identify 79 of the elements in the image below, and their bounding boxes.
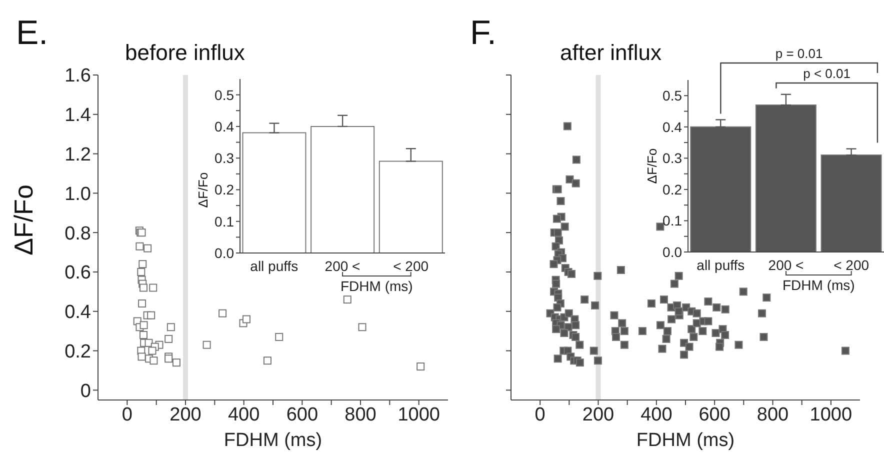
x-tick-label: all puffs <box>250 258 298 274</box>
y-tick-label: 0.3 <box>662 150 682 166</box>
x-tick-label: 200 < <box>768 256 804 273</box>
y-axis-title: ΔF/Fo <box>196 172 210 208</box>
point <box>275 332 284 341</box>
x-tick-label: 400 <box>640 404 672 426</box>
x-axis-title: FDHM (ms) <box>224 430 322 451</box>
y-tick-label: 0.5 <box>214 86 234 103</box>
point <box>416 362 425 371</box>
point <box>138 299 146 308</box>
y-tick-label: 0.3 <box>214 150 234 166</box>
x-tick-label: < 200 <box>393 258 429 274</box>
x-tick-label: 0 <box>534 404 546 426</box>
chart-title: after influx <box>560 40 662 66</box>
annotation: p < 0.01 <box>803 66 851 81</box>
y-tick-label: 0.2 <box>64 342 91 363</box>
point <box>202 340 211 349</box>
point <box>144 244 152 252</box>
point <box>140 284 148 292</box>
y-tick-label: 0.4 <box>64 302 92 324</box>
y-tick-label: 0.2 <box>662 181 682 198</box>
y-tick-label: 0.0 <box>214 244 234 261</box>
point <box>140 331 148 339</box>
y-tick-label: 0 <box>80 380 91 402</box>
y-tick-label: 0.1 <box>214 213 234 230</box>
y-axis-title: ΔF/Fo <box>8 184 40 256</box>
y-tick-label: 1.2 <box>64 144 91 166</box>
bar <box>242 132 306 253</box>
text: E. <box>16 14 48 53</box>
point <box>343 296 352 304</box>
y-tick-label: 0.5 <box>662 88 682 104</box>
x-tick-label: 0 <box>122 404 132 426</box>
x-axis-title: FDHM (ms) <box>782 277 855 293</box>
point <box>136 242 144 250</box>
point <box>140 321 148 330</box>
y-tick-label: 1.6 <box>64 66 91 87</box>
point <box>138 352 146 361</box>
y-tick-label: 0.4 <box>662 118 682 135</box>
point <box>138 260 147 268</box>
point <box>147 311 156 320</box>
x-tick-label: < 200 <box>834 256 870 273</box>
x-tick-label: 600 <box>698 404 730 426</box>
point <box>242 315 250 324</box>
point <box>172 358 180 367</box>
x-tick-label: 1000 <box>810 404 852 426</box>
y-tick-label: 0.4 <box>214 118 234 134</box>
point <box>137 268 146 276</box>
y-tick-label: 0.1 <box>662 212 682 229</box>
x-tick-label: 600 <box>286 404 318 426</box>
x-tick-label: 200 <box>170 404 202 426</box>
point <box>218 309 227 318</box>
point <box>148 346 156 355</box>
x-tick-label: all puffs <box>696 256 745 273</box>
x-tick-label: 400 <box>228 404 260 426</box>
bar <box>310 126 375 253</box>
point <box>263 356 272 365</box>
point <box>166 323 175 332</box>
y-tick-label: 0.6 <box>64 262 91 284</box>
y-axis-title: ΔF/Fo <box>644 148 660 184</box>
point <box>149 284 158 292</box>
x-tick-label: 200 < <box>324 258 360 274</box>
bar <box>378 160 443 253</box>
y-tick-label: 0.8 <box>64 223 91 244</box>
significance-bracket: p < 0.01 <box>776 66 878 143</box>
x-axis-title: FDHM (ms) <box>636 430 735 451</box>
text: F. <box>470 14 496 53</box>
x-tick-label: 800 <box>756 404 789 426</box>
y-tick-label: 1.4 <box>64 105 92 126</box>
chart-title: before influx <box>125 40 245 66</box>
x-axis-title: FDHM (ms) <box>340 278 413 294</box>
y-tick-label: 0.2 <box>214 182 234 198</box>
x-tick-label: 200 <box>582 404 614 426</box>
point <box>150 356 158 365</box>
x-tick-label: 800 <box>344 404 376 426</box>
x-tick-label: 1000 <box>398 404 440 426</box>
point <box>358 323 366 332</box>
point <box>164 334 173 343</box>
y-tick-label: 0.0 <box>662 244 682 260</box>
y-tick-label: 1.0 <box>64 184 91 205</box>
